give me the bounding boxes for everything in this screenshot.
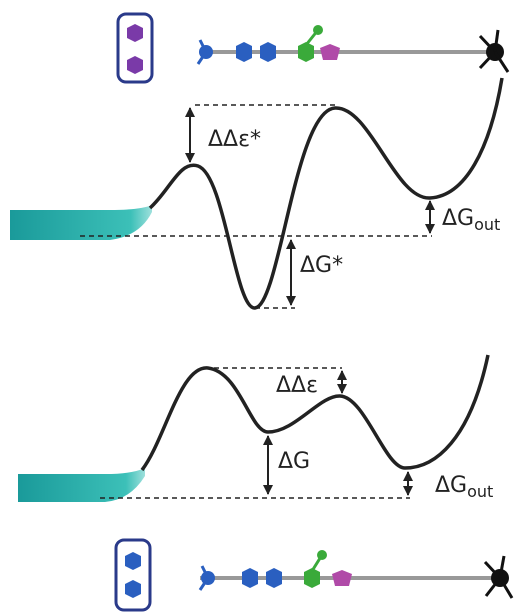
out-label: ΔGout — [435, 473, 493, 501]
out-main: ΔG — [442, 206, 474, 231]
out-sub: out — [474, 215, 500, 234]
molecule-top — [118, 14, 508, 82]
out-main: ΔG — [435, 473, 467, 498]
profile-top: ΔΔε* ΔG* ΔGout — [10, 78, 502, 308]
barrier-label: ΔΔε* — [208, 127, 261, 152]
out-label: ΔGout — [442, 206, 500, 234]
well-label: ΔG* — [300, 253, 343, 278]
well-label: ΔG — [278, 449, 310, 474]
molecule-bottom — [116, 540, 512, 610]
diagram: ΔΔε* ΔG* ΔGout ΔΔε ΔG ΔGout — [0, 0, 520, 615]
barrier-label: ΔΔε — [276, 373, 318, 398]
out-sub: out — [467, 482, 493, 501]
profile-bottom: ΔΔε ΔG ΔGout — [18, 355, 493, 502]
